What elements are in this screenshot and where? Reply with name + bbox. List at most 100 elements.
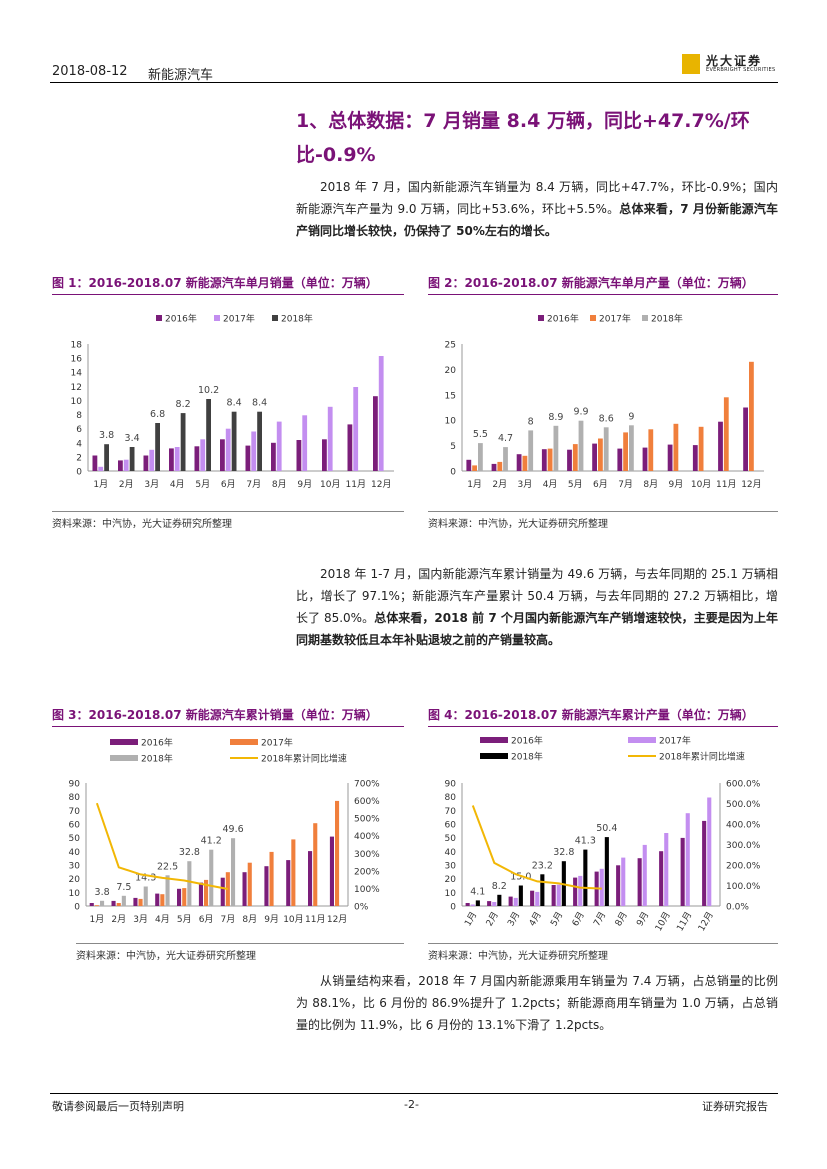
x-tick-label: 2月: [492, 479, 507, 490]
legend-swatch-1: [628, 737, 656, 743]
figure-1-chart: 2016年 2017年 2018年 0 2 4 6 8 10 12 14 16 18 1月 2月 3月 4月 5月…: [71, 313, 394, 490]
bar-2016年-10月: [286, 860, 291, 906]
data-label: 41.3: [575, 836, 596, 847]
bar-2017年-4月: [160, 894, 165, 906]
section-title: 1、总体数据：7 月销量 8.4 万辆，同比+47.7%/环比-0.9%: [296, 110, 750, 166]
header-divider: [50, 82, 778, 83]
bar-2018年-1月: [104, 444, 109, 471]
bar-2018年-7月: [257, 411, 262, 471]
y-tick-label: 15: [445, 391, 456, 401]
y-tick-label: 50: [69, 834, 81, 844]
bar-2018年-4月: [165, 875, 170, 907]
bar-2017年-11月: [723, 397, 729, 471]
bar-2018年-7月: [231, 838, 236, 906]
legend-label-2: 2018年: [281, 313, 313, 325]
paragraph-3-text: 从销量结构来看，2018 年 7 月国内新能源乘用车销量为 7.4 万辆，占总销…: [296, 974, 778, 1032]
data-label: 4.1: [470, 886, 485, 897]
x-tick-label: 10月: [691, 479, 711, 490]
bar-2016年-5月: [194, 446, 200, 471]
y-tick-label: 8: [76, 411, 82, 421]
bar-2017年-7月: [251, 431, 257, 471]
x-tick-label: 7月: [246, 479, 261, 490]
paragraph-3: 从销量结构来看，2018 年 7 月国内新能源乘用车销量为 7.4 万辆，占总销…: [296, 970, 778, 1036]
y2-tick-label: 300%: [354, 850, 380, 860]
paragraph-1-bold: 总体来看，7 月份新能源汽车产销同比增长较快，仍保持了 50%左右的增长。: [296, 202, 779, 238]
x-tick-label: 8月: [242, 914, 257, 925]
bar-2016年-9月: [667, 444, 673, 471]
data-label: 3.8: [99, 430, 114, 441]
x-tick-label: 11月: [675, 910, 695, 933]
y-tick-label: 5: [450, 442, 456, 452]
x-tick-label: 10月: [653, 910, 673, 933]
y-tick-label: 14: [71, 369, 83, 379]
data-label: 32.8: [179, 847, 200, 858]
x-tick-label: 7月: [221, 914, 236, 925]
bar-2016年-3月: [143, 455, 149, 471]
bar-2016年-4月: [169, 448, 174, 471]
bar-2018年-6月: [583, 849, 588, 906]
bar-2016年-1月: [465, 903, 470, 906]
bar-2017年-8月: [648, 429, 654, 471]
bar-2017年-10月: [327, 406, 333, 471]
bar-2017年-11月: [685, 813, 690, 906]
y2-tick-label: 100.0%: [726, 882, 761, 892]
y-tick-label: 40: [445, 848, 457, 858]
y-tick-label: 10: [445, 889, 457, 899]
y2-tick-label: 400.0%: [726, 821, 761, 831]
legend-swatch-1: [230, 739, 258, 745]
bar-2017年-2月: [497, 461, 503, 471]
legend-label-3: 2018年累计同比增速: [659, 751, 745, 763]
x-tick-label: 4月: [155, 914, 170, 925]
bar-2016年-12月: [702, 820, 707, 906]
bar-2017年-5月: [556, 884, 561, 906]
data-label: 10.2: [198, 385, 219, 396]
y-tick-label: 30: [69, 862, 81, 872]
company-logo: 光大证券 EVERBRIGHT SECURITIES: [682, 52, 782, 78]
legend-swatch-2: [642, 315, 648, 321]
bar-2016年-11月: [347, 424, 353, 471]
bar-2017年-2月: [492, 902, 497, 906]
bar-2018年-5月: [206, 399, 211, 471]
figure-3-title: 图 3：2016-2018.07 新能源汽车累计销量（单位：万辆）: [52, 708, 378, 722]
figure-2-chart: 2016年 2017年 2018年 0 5 10 15 20 25 1月 2月 3月 4月 5月 6月 7月 8…: [445, 313, 764, 490]
data-label: 9: [628, 411, 634, 422]
y-tick-label: 10: [445, 417, 457, 427]
figure-1-bottom-rule: [52, 511, 404, 512]
y-tick-label: 70: [69, 807, 81, 817]
figure-4-title: 图 4：2016-2018.07 新能源汽车累计产量（单位：万辆）: [428, 708, 754, 722]
x-tick-label: 10月: [320, 479, 340, 490]
bar-2016年-1月: [466, 459, 472, 471]
bar-2017年-6月: [578, 875, 583, 906]
y2-tick-label: 500.0%: [726, 800, 761, 810]
data-label: 5.5: [473, 429, 488, 440]
data-label: 8.4: [252, 398, 267, 409]
figure-1-source: 资料来源：中汽协，光大证券研究所整理: [52, 519, 232, 530]
footer-page-number: -2-: [404, 1098, 419, 1111]
legend-swatch-2: [272, 315, 278, 321]
bar-2017年-5月: [182, 888, 187, 906]
y2-tick-label: 600%: [354, 797, 380, 807]
y-tick-label: 0: [74, 903, 80, 913]
bar-2017年-1月: [470, 904, 475, 906]
bar-2016年-2月: [111, 900, 116, 906]
bar-2016年-1月: [89, 903, 94, 906]
y-tick-label: 0: [76, 468, 82, 478]
bar-2016年-6月: [592, 443, 597, 471]
y-tick-label: 80: [69, 793, 81, 803]
bar-2017年-8月: [621, 857, 626, 906]
bar-2017年-2月: [123, 459, 129, 471]
legend-label-1: 2017年: [599, 313, 631, 325]
figure-4-source: 资料来源：中汽协，光大证券研究所整理: [428, 951, 608, 962]
x-tick-label: 2月: [119, 479, 134, 490]
bar-2017年-4月: [174, 447, 180, 471]
bar-2016年-10月: [692, 445, 698, 471]
line-series-growth-rate: [95, 802, 229, 890]
x-tick-label: 8月: [613, 910, 630, 928]
figure-2-title-rule: [428, 294, 778, 295]
header-date: 2018-08-12: [52, 64, 128, 79]
bar-2018年-4月: [180, 413, 186, 471]
y-tick-label: 30: [445, 862, 457, 872]
bar-2016年-9月: [296, 440, 302, 471]
bar-2016年-2月: [487, 901, 492, 906]
x-tick-label: 9月: [297, 479, 312, 490]
